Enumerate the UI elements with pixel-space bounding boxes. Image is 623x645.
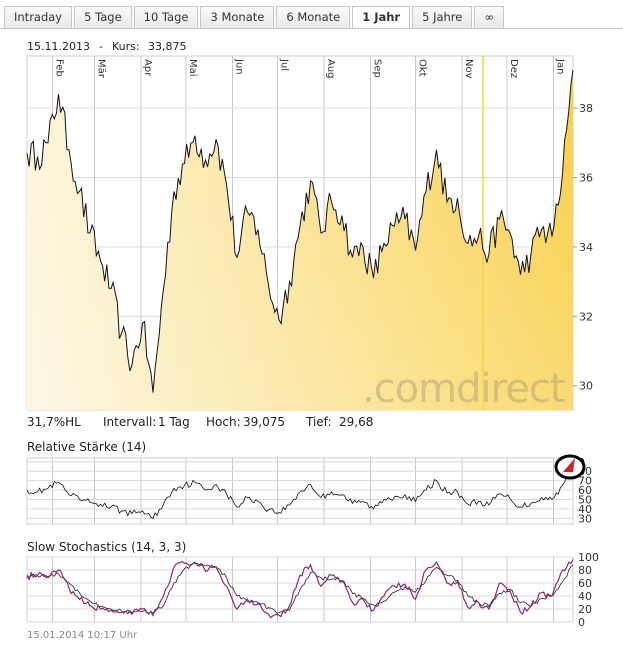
indicator-tick-label: 40 [578, 590, 592, 603]
tab-5[interactable]: 1 Jahr [352, 6, 411, 29]
rsi-plot-frame [26, 457, 574, 525]
watermark-logo: .comdirect [362, 366, 565, 412]
month-label: Feb [54, 59, 65, 77]
month-label: Mär [96, 59, 107, 79]
month-label: Nov [463, 59, 474, 79]
indicator-tick-label: 20 [578, 603, 592, 616]
stat-hl: 31,7%HL [27, 415, 81, 429]
indicator-tick-label: 30 [578, 512, 592, 525]
header-kurs-label: Kurs: [112, 40, 140, 53]
tab-0[interactable]: Intraday [4, 6, 73, 28]
period-tabs: Intraday 5 Tage 10 Tage 3 Monate 6 Monate 1 J… [4, 6, 506, 29]
price-tick-label: 30 [579, 380, 593, 393]
header-separator: - [99, 40, 103, 53]
price-tick-label: 36 [579, 171, 593, 184]
month-label: Jun [234, 58, 245, 75]
month-label: Dez [508, 59, 519, 78]
month-label: Mai [187, 59, 198, 77]
indicator-tick-label: 0 [578, 616, 585, 629]
month-label: Okt [417, 59, 428, 77]
red-arrow-icon [563, 458, 575, 472]
stoch-k-line [26, 559, 574, 619]
price-tick-label: 38 [579, 102, 593, 115]
price-y-axis: 30 32 34 36 38 [573, 102, 593, 393]
indicator-tick-label: 70 [578, 475, 592, 488]
tab-2[interactable]: 10 Tage [133, 6, 199, 28]
stat-high-label: Hoch: [206, 415, 241, 429]
stat-low-value: 29,68 [339, 415, 373, 429]
indicator-tick-label: 40 [578, 503, 592, 516]
indicator-tick-label: 60 [578, 484, 592, 497]
header-date: 15.11.2013 [27, 40, 90, 53]
tab-6[interactable]: 5 Jahre [412, 6, 473, 28]
tab-3[interactable]: 3 Monate [200, 6, 275, 28]
rsi-chart: 3040506070800 [26, 454, 592, 525]
tab-1[interactable]: 5 Tage [74, 6, 132, 28]
stat-high-value: 39,075 [243, 415, 285, 429]
stat-interval-label: Intervall: [103, 415, 156, 429]
price-chart: .comdirect Feb Mär Apr Mai Jun Jul Aug Sep Okt No… [26, 55, 593, 412]
stat-interval-value: 1 Tag [158, 415, 190, 429]
stoch-d-line [26, 562, 574, 615]
month-label: Jul [279, 58, 290, 71]
highlight-circle-marker [554, 454, 586, 480]
indicator-tick-label: 50 [578, 493, 592, 506]
price-area-shade [27, 69, 573, 411]
footer-timestamp: 15.01.2014 10:17 Uhr [27, 630, 138, 641]
tab-7[interactable]: ∞ [474, 6, 504, 28]
tab-4[interactable]: 6 Monate [276, 6, 351, 28]
month-label: Apr [142, 59, 153, 77]
rsi-line [26, 466, 574, 519]
stoch-title: Slow Stochastics (14, 3, 3) [27, 540, 186, 554]
price-line [26, 69, 574, 393]
indicator-tick-label: 100 [578, 551, 599, 564]
rsi-title: Relative Stärke (14) [27, 440, 146, 454]
month-label: Jan [555, 58, 566, 74]
month-labels: Feb Mär Apr Mai Jun Jul Aug Sep Okt Nov Dez Jan [54, 58, 566, 79]
price-tick-label: 34 [579, 241, 593, 254]
price-tick-label: 32 [579, 310, 593, 323]
month-label: Aug [325, 59, 336, 79]
indicator-tick-label: 60 [578, 577, 592, 590]
tab-divider [0, 28, 623, 29]
stat-low-label: Tief: [305, 415, 332, 429]
header-kurs-value: 33,875 [148, 40, 187, 53]
indicator-tick-label: 80 [578, 564, 592, 577]
month-label: Sep [372, 59, 383, 78]
stoch-gridlines [27, 556, 573, 623]
